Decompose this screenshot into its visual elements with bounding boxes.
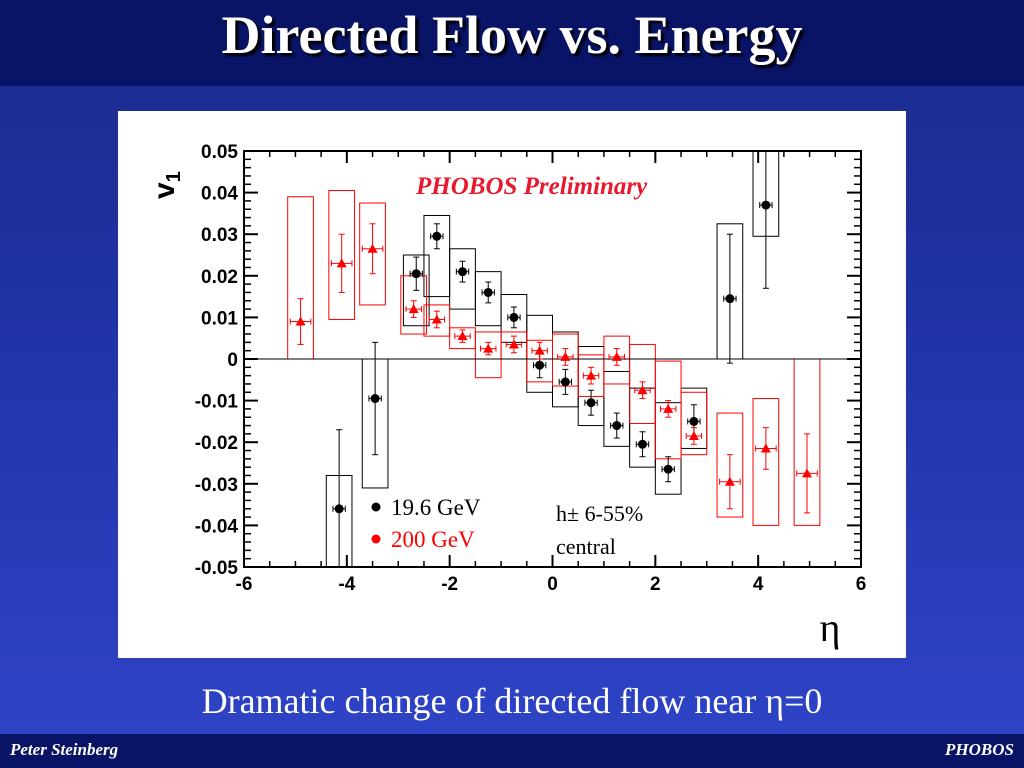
- y-tick-label: 0: [227, 350, 238, 371]
- data-point-200gev: [408, 304, 419, 314]
- data-point-19.6gev: [458, 267, 468, 277]
- data-point-200gev: [508, 339, 519, 349]
- footer-experiment: PHOBOS: [945, 740, 1014, 759]
- data-point-19.6gev: [509, 312, 519, 322]
- data-point-200gev: [431, 314, 442, 324]
- data-point-19.6gev: [612, 421, 622, 431]
- data-point-19.6gev: [432, 231, 442, 241]
- x-tick-label: 4: [753, 574, 764, 595]
- data-point-200gev: [586, 370, 597, 380]
- x-axis-label: η: [820, 605, 841, 650]
- y-tick-label: 0.02: [201, 267, 238, 288]
- footer-author: Peter Steinberg: [10, 740, 119, 759]
- systematic-box: [402, 254, 430, 327]
- axis-labels: v1 η PHOBOS Preliminary h± 6-55% central: [148, 171, 840, 650]
- data-point-200gev: [295, 316, 306, 326]
- legend-label: 19.6 GeV: [391, 495, 481, 520]
- systematic-box: [359, 202, 386, 306]
- y-tick-label: 0.01: [201, 308, 238, 329]
- y-tick-label: -0.03: [195, 475, 238, 496]
- data-point-19.6gev: [725, 294, 735, 304]
- data-points: [295, 200, 813, 514]
- data-point-200gev: [802, 468, 813, 478]
- data-point-200gev: [560, 351, 571, 361]
- systematic-box: [716, 412, 744, 518]
- data-point-200gev: [457, 331, 468, 341]
- y-tick-label: -0.04: [195, 516, 239, 537]
- x-tick-label: 2: [650, 574, 661, 595]
- legend: 19.6 GeV 200 GeV: [371, 495, 481, 552]
- v1-vs-eta-chart: -6 -4 -2 0 2 4 6 0.05 0.04 0.03 0.02 0.01 0 -0.01 -0.0…: [148, 142, 867, 650]
- data-point-200gev: [336, 258, 347, 268]
- y-tick-label: -0.01: [195, 392, 239, 413]
- annotation-line-2: central: [556, 534, 616, 559]
- data-point-19.6gev: [483, 287, 493, 297]
- slide-caption: Dramatic change of directed flow near η=…: [201, 681, 823, 721]
- data-point-200gev: [663, 403, 674, 413]
- data-point-200gev: [637, 385, 648, 395]
- data-point-19.6gev: [637, 439, 647, 449]
- data-point-200gev: [367, 243, 378, 253]
- chart-title: PHOBOS Preliminary: [415, 173, 648, 200]
- x-tick-label: -6: [236, 574, 253, 595]
- footer-bar: [0, 734, 1024, 768]
- data-point-19.6gev: [370, 394, 380, 404]
- annotation-line-1: h± 6-55%: [556, 501, 643, 526]
- systematic-box: [423, 304, 451, 337]
- y-tick-label: -0.05: [195, 558, 239, 579]
- x-tick-label: -2: [441, 574, 458, 595]
- legend-marker: [371, 502, 381, 512]
- y-tick-label: 0.04: [201, 184, 238, 205]
- data-point-200gev: [483, 343, 494, 353]
- legend-marker: [371, 534, 381, 544]
- legend-label: 200 GeV: [391, 527, 475, 552]
- slide-title: Directed Flow vs. Energy: [221, 5, 803, 65]
- x-tick-label: 0: [547, 574, 558, 595]
- y-axis-label: v1: [148, 171, 185, 199]
- x-tick-label: 6: [856, 574, 867, 595]
- plot-panel: -6 -4 -2 0 2 4 6 0.05 0.04 0.03 0.02 0.01 0 -0.01 -0.0…: [118, 111, 906, 658]
- data-point-200gev: [534, 345, 545, 355]
- data-point-200gev: [760, 443, 771, 453]
- x-tick-label: -4: [338, 574, 355, 595]
- data-point-19.6gev: [411, 269, 421, 279]
- data-point-19.6gev: [334, 504, 344, 514]
- data-point-19.6gev: [535, 360, 545, 370]
- y-tick-label: 0.05: [201, 142, 238, 163]
- y-tick-label: 0.03: [201, 225, 238, 246]
- data-point-200gev: [611, 351, 622, 361]
- data-point-19.6gev: [560, 377, 570, 387]
- systematic-box: [328, 190, 356, 320]
- data-point-19.6gev: [663, 464, 673, 474]
- y-tick-label: -0.02: [195, 433, 238, 454]
- data-point-200gev: [724, 476, 735, 486]
- title-bar: [0, 0, 1024, 86]
- systematic-box: [680, 391, 708, 456]
- axis-ticks: -6 -4 -2 0 2 4 6 0.05 0.04 0.03 0.02 0.01 0 -0.01 -0.0…: [195, 142, 867, 595]
- data-point-19.6gev: [586, 398, 596, 408]
- data-point-19.6gev: [689, 416, 699, 426]
- systematic-box: [752, 398, 780, 526]
- data-point-19.6gev: [761, 200, 771, 210]
- data-point-200gev: [688, 430, 699, 440]
